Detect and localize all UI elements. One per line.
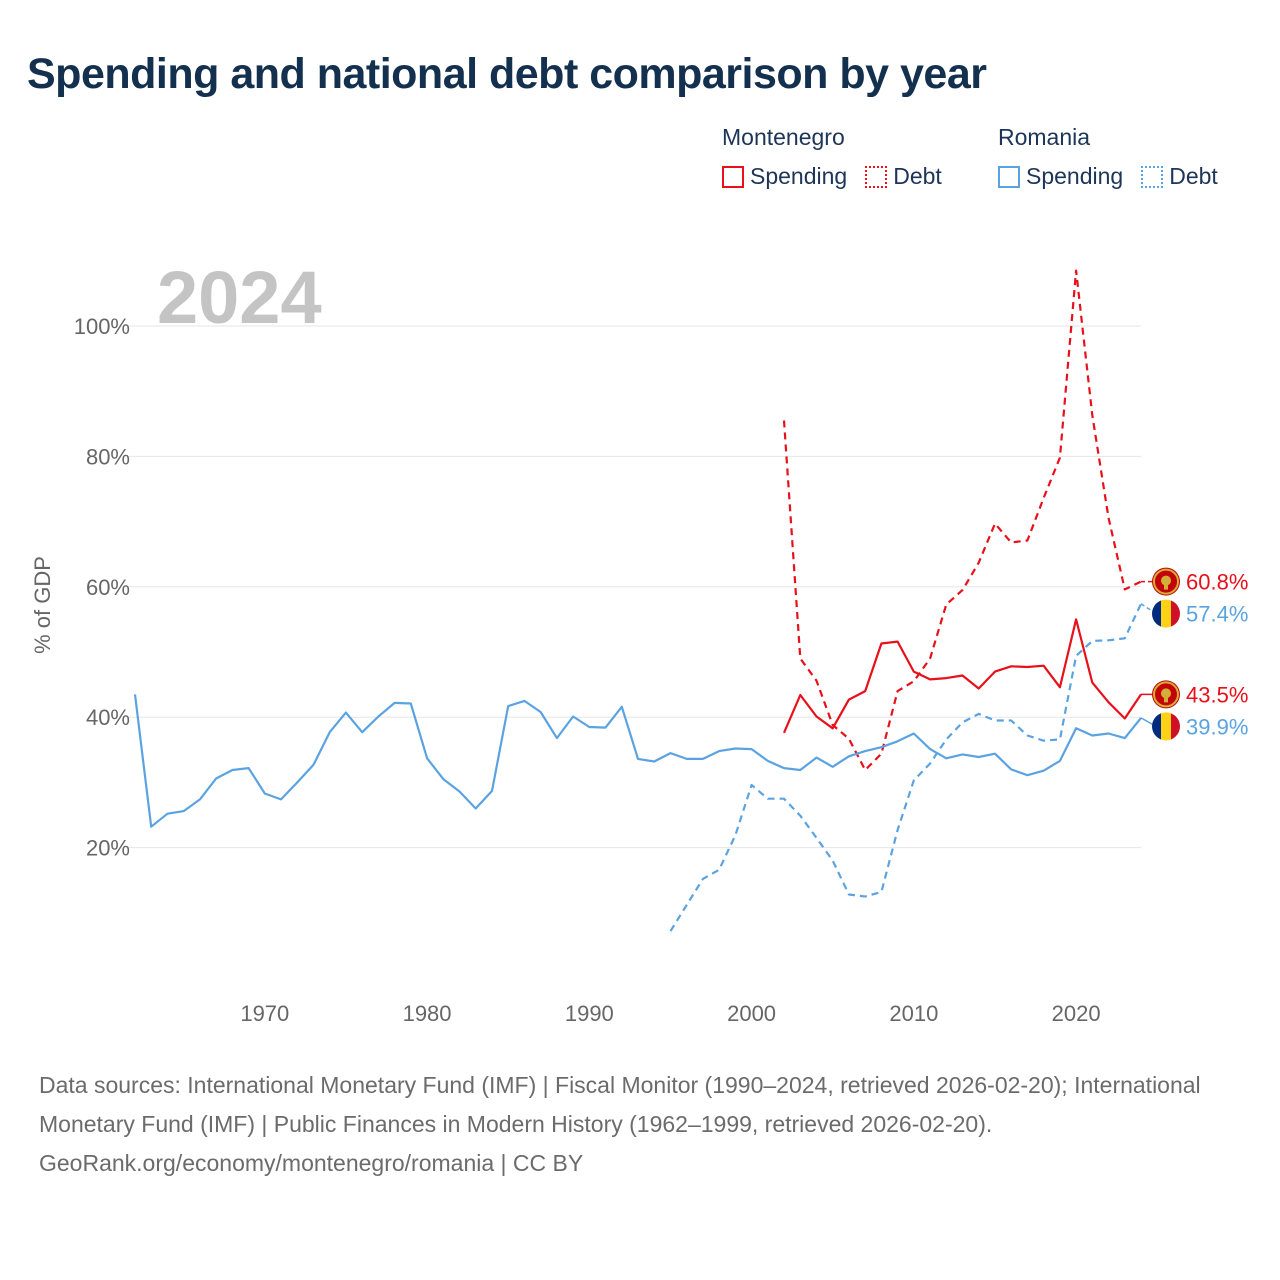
end-value-label: 39.9% — [1186, 714, 1248, 739]
legend-label: Debt — [893, 163, 942, 189]
x-tick-label: 1970 — [240, 1001, 289, 1026]
y-tick-label: 20% — [86, 836, 130, 861]
legend-item-romania-debt[interactable]: Debt — [1141, 163, 1218, 190]
x-tick-label: 1980 — [403, 1001, 452, 1026]
y-tick-label: 60% — [86, 575, 130, 600]
y-tick-label: 100% — [74, 314, 130, 339]
credit-link[interactable]: GeoRank.org/economy/montenegro/romania |… — [39, 1150, 584, 1176]
legend-item-montenegro-spending[interactable]: Spending — [722, 163, 847, 190]
dotted-line-swatch-icon — [865, 165, 888, 188]
legend-group-name: Romania — [998, 124, 1091, 150]
romania-flag-icon — [1152, 712, 1180, 741]
solid-line-swatch-icon — [722, 165, 744, 188]
legend-group-montenegro: Montenegro Spending Debt — [722, 124, 960, 190]
end-value-label: 43.5% — [1186, 682, 1248, 707]
legend-item-montenegro-debt[interactable]: Debt — [865, 163, 942, 190]
solid-line-swatch-icon — [998, 165, 1020, 188]
series-line-romania-debt[interactable] — [669, 603, 1142, 932]
x-tick-label: 1990 — [565, 1001, 614, 1026]
dotted-line-swatch-icon — [1141, 165, 1164, 188]
end-value-label: 60.8% — [1186, 570, 1248, 595]
series-line-montenegro-debt[interactable] — [782, 269, 1142, 772]
montenegro-flag-icon — [1152, 680, 1180, 709]
footer: Data sources: International Monetary Fun… — [39, 1066, 1239, 1183]
legend-label: Spending — [750, 163, 848, 189]
y-axis-title: % of GDP — [30, 556, 55, 654]
legend-group-name: Montenegro — [722, 124, 845, 150]
legend-group-romania: Romania Spending Debt — [998, 124, 1218, 190]
series-line-romania-spending[interactable] — [133, 694, 1142, 828]
line-chart: 2024 20% 40% 60% 80% 100% 1970 1980 1990 2000 201… — [30, 256, 1248, 1026]
x-tick-label: 2000 — [727, 1001, 776, 1026]
data-sources: Data sources: International Monetary Fun… — [39, 1072, 1201, 1137]
year-watermark: 2024 — [157, 256, 322, 339]
chart-title: Spending and national debt comparison by… — [27, 50, 987, 98]
legend-item-romania-spending[interactable]: Spending — [998, 163, 1123, 190]
y-tick-label: 80% — [86, 444, 130, 469]
x-tick-label: 2020 — [1052, 1001, 1101, 1026]
legend-label: Debt — [1169, 163, 1218, 189]
montenegro-flag-icon — [1152, 567, 1180, 596]
y-tick-label: 40% — [86, 705, 130, 730]
end-value-label: 57.4% — [1186, 602, 1248, 627]
x-tick-label: 2010 — [889, 1001, 938, 1026]
legend-label: Spending — [1026, 163, 1124, 189]
romania-flag-icon — [1152, 599, 1180, 628]
series-line-montenegro-spending[interactable] — [782, 618, 1142, 734]
